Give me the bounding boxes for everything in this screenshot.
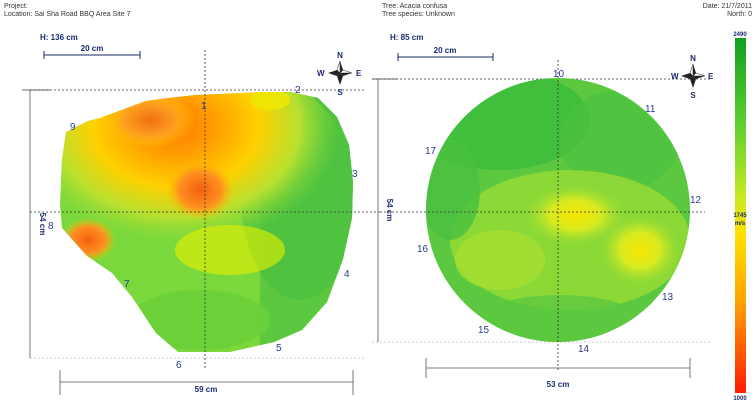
sensor-8: 8	[48, 221, 54, 232]
left-compass-n: N	[337, 51, 343, 60]
right-compass: N E S W	[671, 54, 714, 100]
sensor-15: 15	[478, 325, 490, 336]
right-scale-label: 20 cm	[434, 46, 457, 55]
right-depth-label: 54 cm	[385, 199, 394, 222]
velocity-legend: 2490 1745 m/s 1000	[733, 32, 747, 401]
sensor-12: 12	[690, 195, 702, 206]
sensor-7: 7	[124, 279, 130, 290]
tree-label: Tree: Acacia confusa	[382, 3, 448, 10]
species-label: Tree species: Unknown	[382, 11, 455, 18]
sensor-1: 1	[201, 101, 207, 112]
sensor-16: 16	[417, 244, 429, 255]
legend-unit: m/s	[735, 221, 746, 227]
left-scale-label: 20 cm	[81, 44, 104, 53]
legend-color-bar	[735, 38, 746, 393]
sensor-14: 14	[578, 344, 590, 355]
legend-max: 2490	[733, 32, 747, 38]
north-label: North: 0	[727, 11, 752, 18]
left-velocity-map	[60, 92, 353, 352]
project-label: Project:	[4, 3, 28, 10]
right-compass-w: W	[671, 72, 679, 81]
sensor-4: 4	[344, 269, 350, 280]
left-width-label: 59 cm	[195, 385, 218, 394]
left-depth-label: 54 cm	[38, 213, 47, 236]
right-width-label: 53 cm	[547, 380, 570, 389]
legend-mid: 1745	[733, 213, 747, 219]
legend-min: 1000	[733, 396, 747, 401]
tree-info: Tree: Acacia confusa Tree species: Unkno…	[382, 3, 455, 19]
left-height-label: H: 136 cm	[40, 33, 78, 42]
date-label: Date: 21/7/2011	[702, 3, 752, 10]
sensor-3: 3	[352, 169, 358, 180]
sensor-5: 5	[276, 343, 282, 354]
location-label: Location: Sai Sha Road BBQ Area Site 7	[4, 11, 131, 18]
left-compass-s: S	[337, 88, 343, 97]
sensor-6: 6	[176, 360, 182, 371]
right-compass-s: S	[690, 91, 696, 100]
sensor-11: 11	[645, 104, 656, 115]
right-velocity-map	[426, 78, 690, 342]
right-height-label: H: 85 cm	[390, 33, 423, 42]
project-info: Project: Location: Sai Sha Road BBQ Area…	[4, 3, 130, 19]
sensor-10: 10	[553, 69, 565, 80]
left-compass-e: E	[356, 69, 362, 78]
left-compass: N E S W	[317, 51, 362, 97]
sensor-9: 9	[70, 122, 76, 133]
sensor-17: 17	[425, 146, 437, 157]
right-compass-e: E	[708, 72, 714, 81]
right-compass-n: N	[690, 54, 696, 63]
left-cross-section: 20 cm H: 136 cm 59 cm 54 cm 1 2 3 4 5 6 …	[22, 33, 380, 395]
left-compass-w: W	[317, 69, 325, 78]
sensor-13: 13	[662, 292, 674, 303]
right-cross-section: 20 cm H: 85 cm 53 cm 54 cm 10 11 12 13 1…	[372, 33, 714, 389]
date-info: Date: 21/7/2011 North: 0	[703, 3, 752, 19]
sensor-2: 2	[295, 85, 301, 96]
